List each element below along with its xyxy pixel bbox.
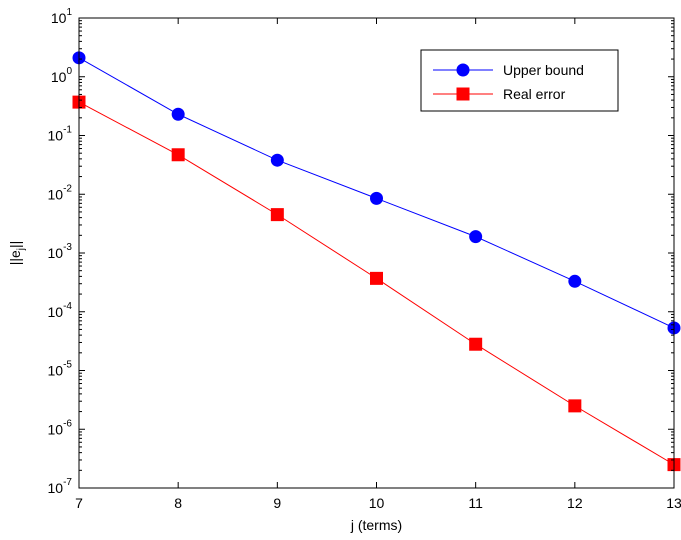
y-tick-exponent: -4 <box>63 301 72 312</box>
series-layer <box>72 51 681 472</box>
y-tick-label: 100 <box>51 66 73 85</box>
x-tick-label: 8 <box>174 495 182 511</box>
y-tick-label: 10-6 <box>48 418 73 437</box>
y-tick-exponent: -3 <box>63 242 72 253</box>
legend-box <box>420 49 619 112</box>
y-tick-label: 10-2 <box>48 183 73 202</box>
data-point-circle <box>568 274 582 288</box>
y-tick-exponent: 1 <box>66 7 72 18</box>
x-axis-label: j (terms) <box>350 517 402 533</box>
x-axis: 7 8 9 10 11 12 13 <box>75 18 681 511</box>
y-tick-base: 10 <box>48 363 64 379</box>
y-tick-exponent: -6 <box>63 418 72 429</box>
data-point-circle <box>171 107 185 121</box>
y-tick-base: 10 <box>51 10 67 26</box>
y-tick-exponent: -1 <box>63 125 72 136</box>
y-tick-exponent: 0 <box>66 66 72 77</box>
y-tick-base: 10 <box>48 480 64 496</box>
x-tick-label: 12 <box>567 495 583 511</box>
y-tick-label: 10-5 <box>48 360 73 379</box>
data-point-square <box>469 337 483 351</box>
y-axis-label: ||ej|| <box>7 241 27 266</box>
x-tick-label: 9 <box>273 495 281 511</box>
data-point-circle <box>270 153 284 167</box>
y-tick-label: 10-3 <box>48 242 73 261</box>
x-tick-label: 7 <box>75 495 83 511</box>
x-tick-label: 11 <box>468 495 483 511</box>
y-tick-base: 10 <box>48 421 64 437</box>
x-tick-label: 10 <box>369 495 385 511</box>
data-point-circle <box>370 191 383 205</box>
y-tick-label: 10-7 <box>48 477 73 496</box>
y-tick-exponent: -2 <box>63 183 72 194</box>
y-tick-label: 101 <box>51 7 73 26</box>
data-point-square <box>568 399 582 413</box>
y-tick-base: 10 <box>51 69 67 85</box>
y-tick-base: 10 <box>48 304 64 320</box>
legend-label: Real error <box>503 86 566 102</box>
y-axis-label-subscript: j <box>16 248 27 251</box>
legend-label: Upper bound <box>503 62 584 78</box>
y-tick-label: 10-1 <box>48 125 73 144</box>
x-tick-label: 13 <box>666 495 681 511</box>
data-point-square <box>370 271 383 285</box>
y-tick-exponent: -5 <box>63 360 72 371</box>
legend-marker-square <box>456 87 470 101</box>
y-tick-base: 10 <box>48 245 64 261</box>
legend: Upper bound Real error <box>420 49 619 112</box>
data-point-square <box>171 148 185 162</box>
legend-marker-circle <box>456 63 470 77</box>
y-tick-label: 10-4 <box>48 301 73 320</box>
y-tick-base: 10 <box>48 186 64 202</box>
y-tick-exponent: -7 <box>63 477 72 488</box>
y-tick-base: 10 <box>48 128 64 144</box>
data-point-square <box>270 208 284 222</box>
data-point-circle <box>469 230 483 244</box>
